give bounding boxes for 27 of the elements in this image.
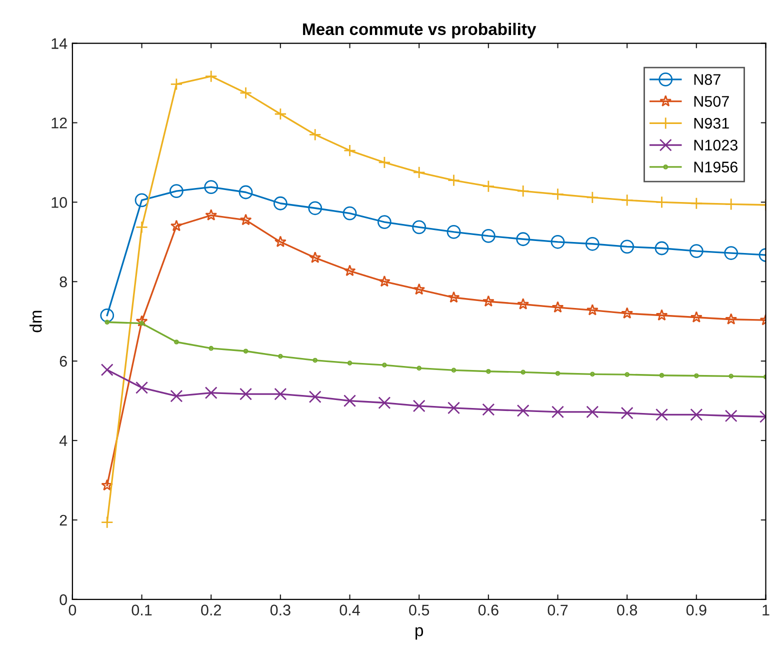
- y-tick-label: 0: [60, 594, 67, 606]
- legend-label: N931: [694, 118, 729, 129]
- x-tick-label: 0.7: [548, 604, 568, 616]
- y-tick-label: 12: [52, 118, 67, 128]
- x-tick-label: 0.4: [340, 604, 360, 616]
- legend-label: N1023: [694, 140, 738, 151]
- x-tick-label: 0.9: [686, 604, 706, 616]
- x-tick-label: 0.6: [478, 604, 498, 616]
- x-tick-label: 0.8: [617, 604, 638, 616]
- y-tick-label: 14: [52, 38, 68, 49]
- y-tick-label: 8: [60, 276, 67, 288]
- legend-label: N1956: [694, 162, 738, 172]
- y-tick-label: 6: [60, 356, 67, 367]
- y-tick-label: 4: [59, 436, 68, 446]
- chart-title: Mean commute vs probability: [303, 22, 536, 38]
- y-axis-title: dm: [30, 310, 42, 332]
- legend-label: N87: [694, 74, 720, 85]
- x-tick-label: 0: [68, 604, 76, 616]
- x-tick-label: 0.5: [409, 604, 430, 616]
- y-tick-label: 10: [52, 197, 67, 208]
- x-axis-title: p: [416, 627, 424, 640]
- x-tick-label: 0.1: [132, 604, 152, 616]
- y-tick-label: 2: [60, 514, 67, 526]
- x-tick-label: 1: [762, 604, 770, 616]
- legend-label: N507: [694, 96, 729, 107]
- x-tick-label: 0.3: [270, 604, 290, 616]
- x-tick-label: 0.2: [201, 604, 221, 616]
